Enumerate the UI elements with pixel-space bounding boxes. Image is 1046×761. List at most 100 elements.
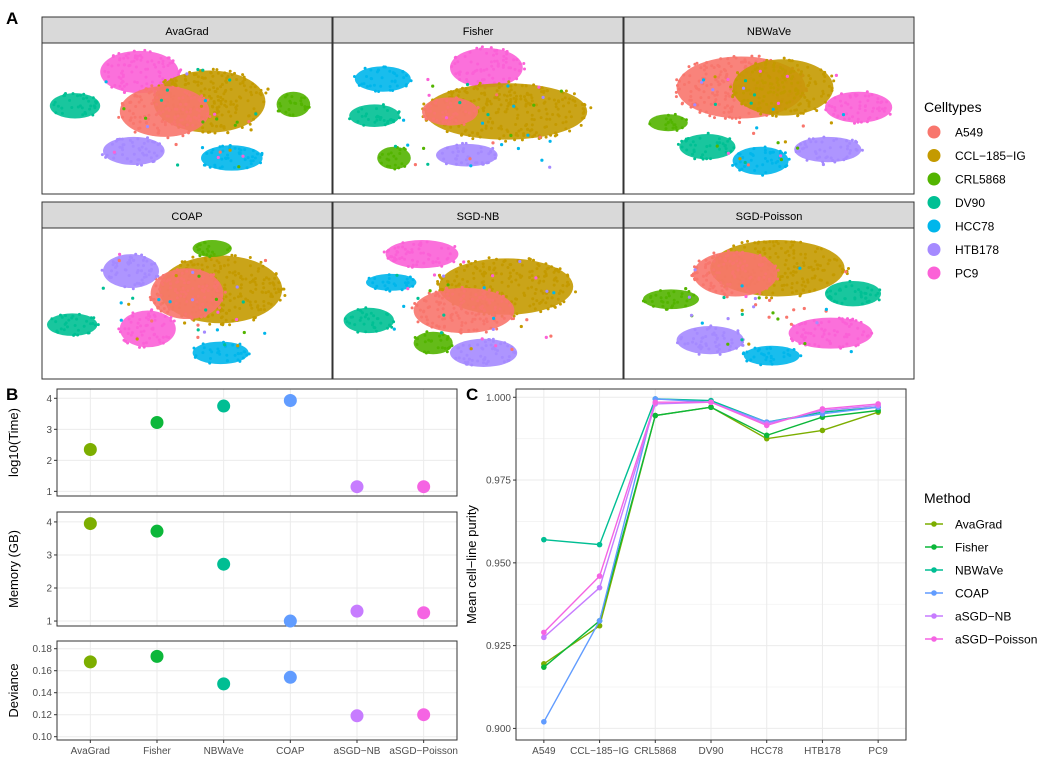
- cell-cluster: [119, 86, 210, 137]
- legend-label: CRL5868: [955, 173, 1006, 187]
- tsne-points: [343, 240, 577, 367]
- tsne-facet: SGD-Poisson: [623, 201, 915, 380]
- facet-title: NBWaVe: [747, 26, 791, 38]
- x-tick-label: PC9: [868, 746, 888, 757]
- x-tick-label: AvaGrad: [71, 746, 110, 757]
- legend-label: PC9: [955, 267, 979, 281]
- tsne-facet: AvaGrad: [41, 16, 333, 195]
- facet-title: Fisher: [463, 26, 494, 38]
- data-point: [596, 617, 603, 624]
- cell-cluster: [732, 146, 789, 175]
- data-point: [83, 517, 97, 531]
- data-point: [652, 399, 659, 406]
- y-tick-label: 2: [46, 584, 52, 595]
- y-tick-label: 1: [46, 617, 52, 628]
- legend-label: NBWaVe: [955, 564, 1004, 578]
- panel-label-c: C: [466, 385, 478, 404]
- cell-cluster: [436, 143, 498, 167]
- cell-cluster: [192, 341, 249, 365]
- legend-label: DV90: [955, 196, 985, 210]
- data-point: [819, 427, 826, 434]
- x-tick-label: aSGD−NB: [334, 746, 381, 757]
- x-tick-label: CCL−185−IG: [570, 746, 629, 757]
- cell-cluster: [825, 280, 881, 307]
- y-tick-label: 0.12: [33, 710, 53, 721]
- cell-cluster: [343, 307, 394, 334]
- dot-subplot: 1 2 3 4 log10(Time): [6, 388, 458, 498]
- facet-title: SGD-NB: [457, 211, 500, 223]
- y-tick-label: 0.16: [33, 666, 53, 677]
- legend-label: HCC78: [955, 220, 995, 234]
- data-point: [596, 541, 603, 548]
- data-point: [350, 709, 364, 723]
- y-tick-label: 0.18: [33, 644, 53, 655]
- legend-swatch: [927, 196, 941, 209]
- y-tick-label: 0.975: [486, 476, 511, 487]
- y-axis-label: Mean cell−line purity: [464, 505, 479, 624]
- legend-label: AvaGrad: [955, 518, 1002, 532]
- x-tick-label: HCC78: [750, 746, 783, 757]
- tsne-facet: Fisher: [332, 16, 624, 195]
- x-tick-label: CRL5868: [634, 746, 677, 757]
- y-tick-label: 1.000: [486, 393, 511, 404]
- y-tick-label: 0.950: [486, 558, 511, 569]
- legend-label: COAP: [955, 587, 989, 601]
- legend-swatch: [927, 172, 941, 186]
- legend-swatch: [927, 219, 941, 233]
- legend-swatch: [927, 125, 941, 139]
- y-tick-label: 0.900: [486, 724, 511, 735]
- data-point: [763, 432, 770, 439]
- data-point: [541, 664, 547, 670]
- tsne-points: [49, 48, 311, 171]
- data-point: [417, 606, 431, 620]
- y-tick-label: 2: [46, 456, 52, 467]
- data-point: [217, 677, 231, 691]
- data-point: [83, 655, 97, 669]
- cell-cluster: [46, 313, 98, 336]
- y-tick-label: 3: [46, 550, 52, 561]
- facet-strip: [332, 16, 624, 44]
- data-point: [283, 393, 297, 407]
- data-point: [150, 649, 164, 663]
- celltype-legend-title: Celltypes: [924, 99, 982, 115]
- y-axis-label: Deviance: [6, 663, 21, 717]
- panel-label-a: A: [6, 9, 18, 28]
- cell-cluster: [825, 91, 893, 123]
- y-axis-label: Memory (GB): [6, 530, 21, 608]
- cell-cluster: [276, 91, 311, 118]
- legend-swatch: [927, 266, 941, 280]
- y-tick-label: 3: [46, 425, 52, 436]
- facet-strip: [332, 201, 624, 229]
- y-tick-label: 0.925: [486, 641, 511, 652]
- data-point: [596, 573, 603, 579]
- data-point: [417, 480, 431, 494]
- data-point: [708, 399, 714, 406]
- tsne-points: [46, 240, 287, 365]
- dot-subplot: 1 2 3 4 Memory (GB): [6, 511, 458, 628]
- tsne-points: [348, 45, 593, 171]
- data-point: [541, 634, 547, 641]
- data-point: [417, 708, 431, 722]
- data-point: [350, 604, 364, 618]
- legend-swatch: [927, 149, 941, 162]
- x-tick-label: A549: [532, 746, 556, 757]
- y-tick-label: 1: [46, 487, 52, 498]
- legend-label: A549: [955, 126, 983, 140]
- tsne-facet: COAP: [41, 201, 333, 380]
- subplot-frame: [56, 511, 458, 627]
- series-asgd-poisson: [541, 399, 881, 636]
- dot-subplot: 0.10 0.12 0.14 0.16 0.18 Deviance AvaGrad Fishe…: [6, 640, 458, 757]
- y-tick-label: 4: [46, 394, 52, 405]
- y-tick-label: 0.14: [33, 688, 53, 699]
- purity-line-chart: 0.900 0.925 0.950 0.975 1.000 A549 CCL−185−IG C…: [464, 388, 907, 757]
- tsne-facet: NBWaVe: [623, 16, 915, 195]
- celltype-legend: Celltypes A549 CCL−185−IG CRL5868 DV90 HCC78…: [924, 99, 1026, 281]
- x-tick-label: NBWaVe: [204, 746, 245, 757]
- subplot-frame: [56, 388, 458, 497]
- x-tick-label: HTB178: [804, 746, 841, 757]
- data-point: [283, 614, 297, 628]
- tsne-points: [648, 54, 893, 177]
- method-legend: Method AvaGrad Fisher NBWaVe COAP aSGD−NB aSG…: [924, 490, 1037, 647]
- data-point: [763, 422, 770, 429]
- legend-label: aSGD−Poisson: [955, 633, 1037, 647]
